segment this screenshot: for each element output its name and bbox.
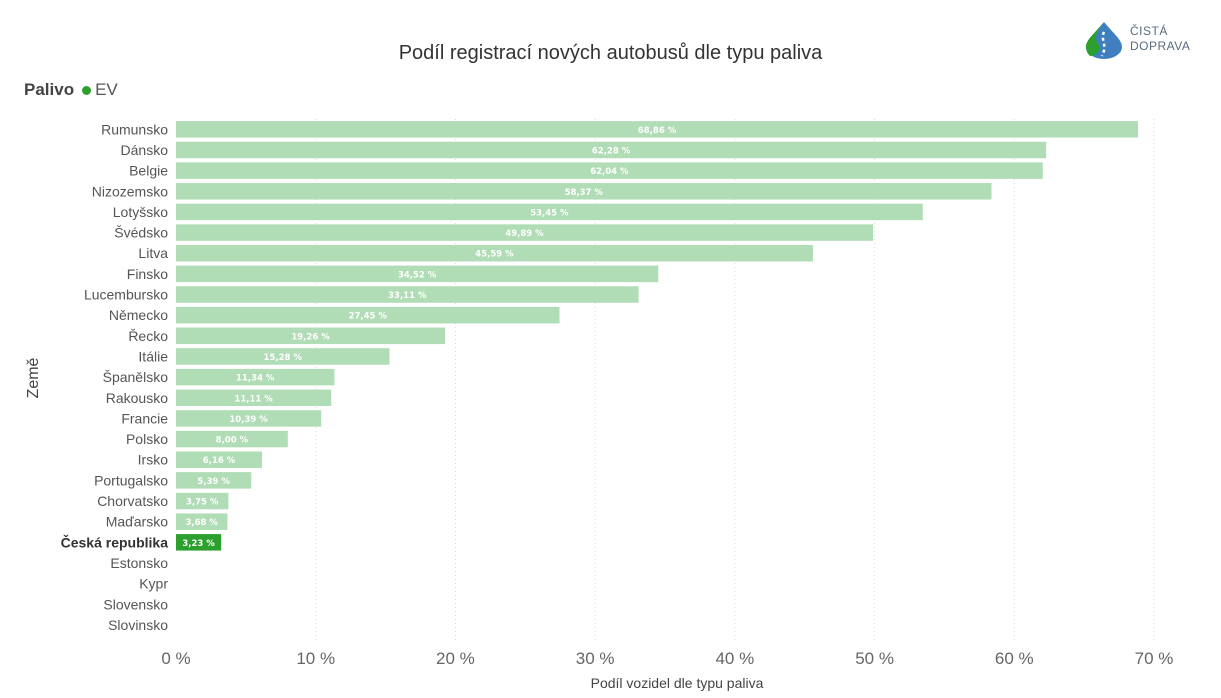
legend-item-ev[interactable]: EV — [95, 80, 118, 99]
x-tick-label: 10 % — [296, 649, 335, 668]
bar[interactable] — [176, 430, 288, 448]
logo-text-line2: DOPRAVA — [1130, 39, 1191, 53]
legend-title: Palivo — [24, 80, 75, 99]
category-label: Itálie — [138, 348, 168, 364]
data-label: 11,11 % — [234, 394, 273, 404]
data-label: 11,34 % — [236, 374, 275, 384]
bar[interactable] — [176, 141, 1047, 159]
data-label: 5,39 % — [197, 477, 230, 487]
x-tick-label: 40 % — [715, 649, 754, 668]
bar[interactable] — [176, 472, 252, 489]
bar[interactable] — [176, 327, 446, 345]
category-label: Chorvatsko — [97, 493, 168, 509]
bar[interactable] — [176, 162, 1043, 179]
data-label: 62,04 % — [590, 167, 629, 177]
data-label: 27,45 % — [349, 312, 388, 322]
bar[interactable] — [176, 534, 222, 551]
y-axis-label: Země — [25, 357, 42, 398]
legend-dot-icon — [82, 85, 92, 95]
legend: Palivo EV — [24, 80, 118, 100]
category-label: Rakousko — [106, 390, 168, 406]
data-label: 8,00 % — [216, 436, 249, 446]
road-drop-icon — [1086, 22, 1122, 59]
bar[interactable] — [176, 451, 263, 468]
bar[interactable] — [176, 513, 228, 530]
category-label: Litva — [138, 245, 168, 261]
bar[interactable] — [176, 183, 992, 200]
data-label: 3,23 % — [182, 539, 215, 549]
category-label: Španělsko — [103, 369, 169, 385]
x-tick-label: 30 % — [576, 649, 615, 668]
category-label: Slovensko — [103, 596, 168, 612]
category-label: Irsko — [138, 452, 169, 468]
chart-title: Podíl registrací nových autobusů dle typ… — [398, 42, 823, 64]
data-label: 10,39 % — [229, 415, 268, 425]
category-label: Kypr — [139, 576, 168, 592]
bar[interactable] — [176, 348, 390, 365]
category-label: Lucembursko — [84, 287, 168, 303]
data-label: 3,68 % — [185, 518, 218, 528]
bar[interactable] — [176, 368, 335, 386]
x-tick-label: 0 % — [161, 649, 190, 668]
x-tick-label: 60 % — [995, 649, 1034, 668]
data-label: 6,16 % — [203, 456, 236, 466]
data-label: 34,52 % — [398, 270, 437, 280]
bars: 68,86 % 62,28 % 62,04 % 58,37 % 53,45 % 49,89… — [176, 121, 1139, 551]
category-label: Belgie — [129, 163, 168, 179]
bar[interactable] — [176, 224, 874, 241]
bar[interactable] — [176, 286, 639, 303]
category-label: Finsko — [127, 266, 168, 282]
category-label: Česká republika — [61, 533, 169, 550]
x-tick-labels: 0 % 10 % 20 % 30 % 40 % 50 % 60 % 70 % — [161, 649, 1173, 668]
data-label: 15,28 % — [264, 353, 303, 363]
category-labels: Rumunsko Dánsko Belgie Nizozemsko Lotyšsko Šv… — [61, 121, 169, 633]
data-label: 3,75 % — [186, 498, 219, 508]
data-label: 53,45 % — [530, 208, 569, 218]
x-tick-label: 50 % — [855, 649, 894, 668]
category-label: Portugalsko — [94, 472, 168, 488]
bar[interactable] — [176, 244, 813, 262]
category-label: Dánsko — [121, 142, 169, 158]
x-axis-label: Podíl vozidel dle typu paliva — [591, 675, 764, 691]
bar[interactable] — [176, 306, 560, 324]
data-label: 49,89 % — [505, 229, 544, 239]
data-label: 19,26 % — [291, 332, 330, 342]
category-label: Lotyšsko — [113, 204, 168, 220]
category-label: Polsko — [126, 431, 168, 447]
bar[interactable] — [176, 121, 1139, 138]
category-label: Nizozemsko — [92, 183, 168, 199]
x-tick-label: 20 % — [436, 649, 475, 668]
bar[interactable] — [176, 410, 322, 427]
category-label: Rumunsko — [101, 121, 168, 137]
category-label: Řecko — [128, 328, 168, 344]
logo-text-line1: ČISTÁ — [1130, 24, 1168, 38]
category-label: Německo — [109, 307, 168, 323]
cista-doprava-logo: ČISTÁ DOPRAVA — [1082, 20, 1202, 60]
data-label: 45,59 % — [475, 250, 514, 260]
bar[interactable] — [176, 492, 229, 510]
data-label: 58,37 % — [565, 188, 604, 198]
category-label: Švédsko — [114, 225, 168, 241]
data-label: 33,11 % — [388, 291, 427, 301]
data-label: 68,86 % — [638, 126, 677, 136]
category-label: Maďarsko — [106, 514, 169, 530]
bar[interactable] — [176, 389, 332, 407]
bar[interactable] — [176, 265, 659, 283]
data-label: 62,28 % — [592, 146, 631, 156]
category-label: Francie — [121, 410, 168, 426]
category-label: Slovinsko — [108, 617, 168, 633]
category-label: Estonsko — [110, 555, 168, 571]
x-tick-label: 70 % — [1135, 649, 1174, 668]
bar[interactable] — [176, 203, 923, 221]
